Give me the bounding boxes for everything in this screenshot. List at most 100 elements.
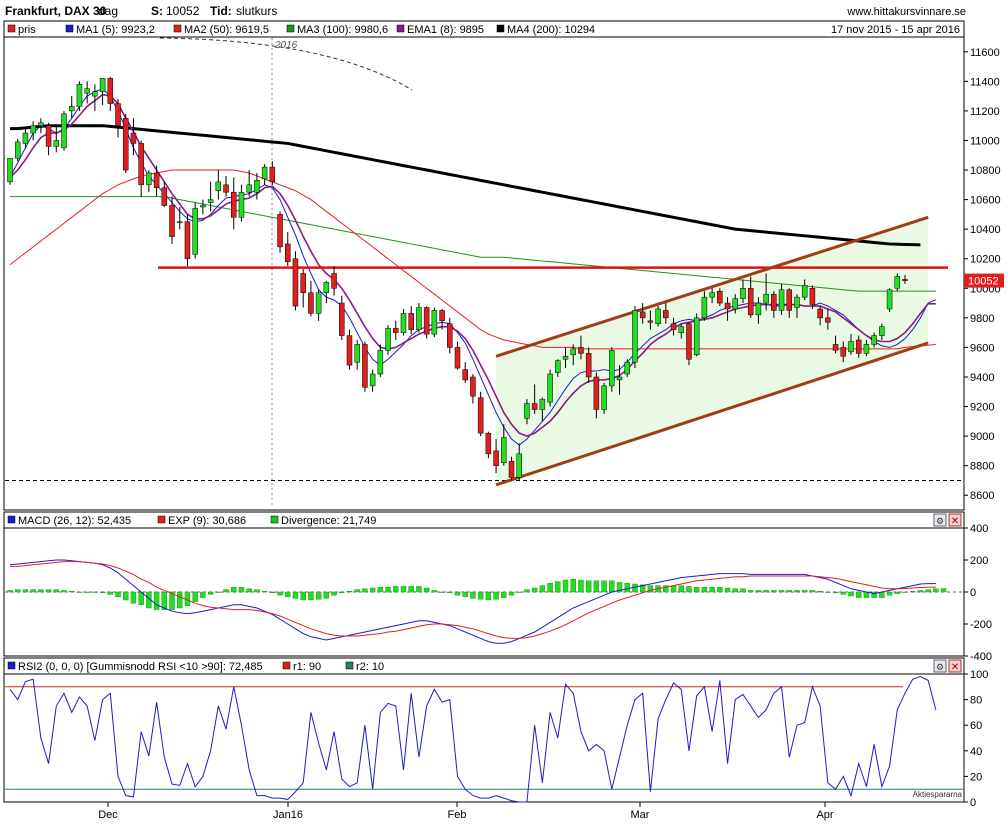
candle-down — [462, 369, 468, 381]
candle-up — [848, 341, 854, 353]
y-tick-label: 11600 — [970, 47, 1000, 59]
divergence-bar — [30, 589, 36, 593]
divergence-bar — [647, 585, 654, 593]
candle-down — [423, 307, 430, 335]
ma4-line — [10, 124, 921, 247]
candle-down — [809, 288, 816, 305]
rsi-plot — [5, 676, 963, 803]
y-tick-label: 400 — [970, 523, 988, 535]
divergence-bar — [925, 589, 931, 593]
candle-up — [555, 360, 561, 373]
divergence-bar — [277, 591, 283, 596]
divergence-bar — [45, 589, 52, 593]
candle-down — [107, 78, 114, 104]
legend-label: MACD (26, 12): 52,435 — [18, 515, 131, 527]
y-tick-label: 9000 — [970, 431, 994, 443]
macd-close-button[interactable] — [948, 513, 962, 527]
candle-down — [663, 310, 669, 319]
legend-swatch — [345, 661, 354, 670]
legend-label: MA2 (50): 9619,5 — [184, 24, 269, 36]
candle-down — [130, 132, 137, 144]
candle-up — [778, 289, 785, 311]
divergence-bar — [794, 590, 800, 593]
candle-down — [292, 258, 299, 307]
divergence-bar — [92, 591, 98, 593]
divergence-bar — [169, 591, 175, 610]
candle-up — [431, 310, 438, 335]
divergence-bar — [701, 587, 708, 593]
candle-up — [416, 307, 422, 330]
divergence-bar — [485, 591, 492, 601]
candle-up — [146, 172, 152, 186]
divergence-bar — [578, 579, 584, 593]
divergence-bar — [331, 591, 337, 596]
divergence-bar — [940, 588, 947, 593]
upper-channel-line — [495, 215, 929, 358]
rsi-close-button[interactable] — [948, 659, 962, 673]
legend-swatch — [7, 661, 16, 670]
y-tick-label: 9600 — [970, 342, 994, 354]
candle-up — [871, 335, 877, 345]
candle-down — [508, 460, 515, 478]
legend-label: r1: 90 — [293, 661, 321, 673]
divergence-bar — [593, 580, 600, 593]
candle-up — [261, 166, 268, 180]
candle-down — [902, 279, 908, 281]
y-tick-label: 200 — [970, 555, 988, 567]
divergence-bar — [670, 585, 677, 593]
divergence-bar — [678, 585, 684, 593]
divergence-bar — [732, 588, 738, 593]
candle-up — [501, 437, 507, 463]
candle-up — [693, 317, 700, 356]
divergence-bar — [308, 591, 314, 601]
divergence-bar — [508, 591, 515, 596]
divergence-bar — [377, 587, 384, 593]
candle-up — [740, 288, 746, 299]
candle-up — [894, 276, 901, 289]
x-tick-label: Dec — [98, 809, 118, 821]
candle-up — [38, 122, 44, 126]
divergence-bar — [693, 587, 700, 593]
candle-down — [771, 293, 777, 311]
divergence-bar — [84, 591, 90, 593]
rsi-settings-button[interactable] — [933, 659, 947, 673]
divergence-bar — [215, 591, 222, 593]
candle-down — [138, 143, 144, 186]
candle-down — [269, 166, 276, 183]
legend-swatch — [396, 24, 405, 33]
candle-up — [53, 140, 60, 147]
y-tick-label: 20 — [970, 771, 982, 783]
divergence-bar — [315, 591, 322, 600]
candle-up — [215, 181, 222, 191]
candle-down — [747, 288, 754, 316]
y-tick-label: 10400 — [970, 224, 1001, 236]
legend-label: MA1 (5): 9923,2 — [76, 24, 155, 36]
candle-down — [161, 187, 168, 206]
last-price-tag-label: 10052 — [968, 276, 999, 288]
macd-settings-button[interactable] — [933, 513, 947, 527]
divergence-bar — [755, 590, 762, 593]
forecast-arc — [159, 37, 413, 91]
x-tick-label: Feb — [448, 809, 467, 821]
candle-down — [223, 184, 229, 193]
divergence-bar — [7, 590, 13, 593]
divergence-bar — [817, 591, 823, 593]
divergence-bar — [177, 591, 183, 609]
divergence-bar — [462, 591, 468, 597]
candle-down — [686, 323, 692, 360]
divergence-bar — [76, 591, 83, 593]
divergence-bar — [231, 587, 237, 593]
divergence-bar — [38, 589, 44, 593]
time-label: Tid: — [210, 4, 232, 18]
candle-up — [246, 184, 252, 193]
ma2-line — [9, 169, 936, 350]
divergence-bar — [539, 585, 546, 593]
y-tick-label: 80 — [970, 695, 982, 707]
y-tick-label: 100 — [970, 669, 988, 681]
divergence-bar — [524, 589, 530, 593]
y-tick-label: -200 — [970, 619, 992, 631]
x-tick-label: Mar — [631, 809, 650, 821]
divergence-bar — [848, 591, 854, 597]
site-name: www.hittakursvinnare.se — [846, 6, 966, 18]
macd-legend: MACD (26, 12): 52,435 EXP (9): 30,686 Dive… — [7, 515, 376, 527]
